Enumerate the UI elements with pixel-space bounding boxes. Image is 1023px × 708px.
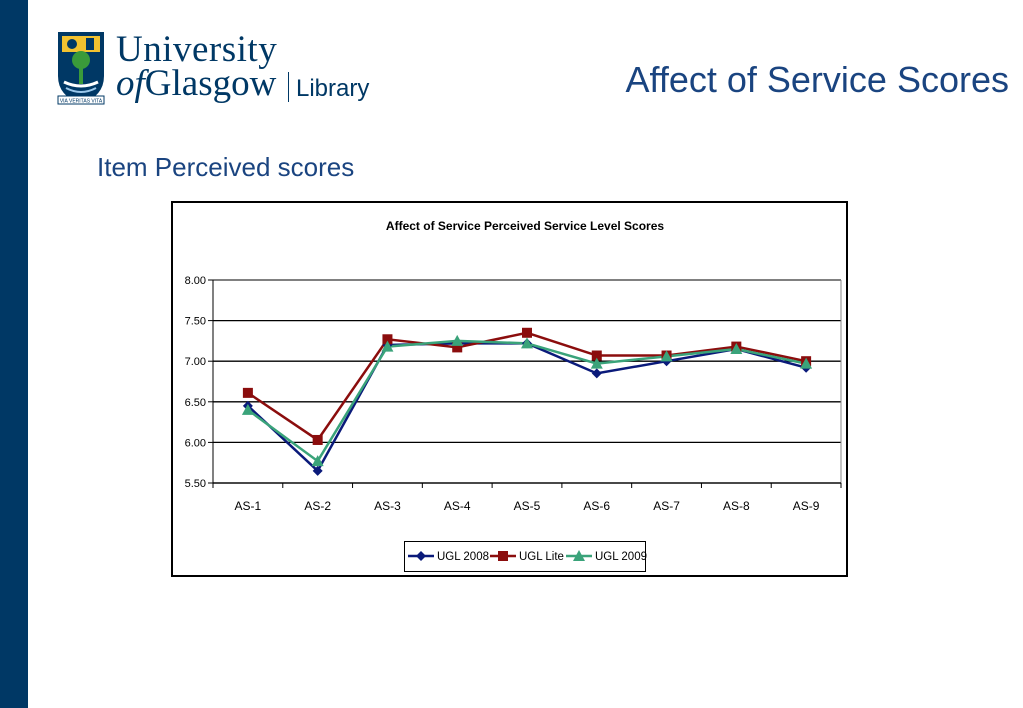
- legend-label: UGL Lite: [519, 551, 564, 563]
- data-point: [591, 350, 602, 361]
- logo-motto: VIA VERITAS VITA: [60, 99, 103, 105]
- data-point: [382, 334, 393, 345]
- data-point: [241, 403, 254, 415]
- x-tick-label: AS-2: [304, 499, 331, 513]
- legend-marker: [498, 551, 508, 561]
- legend-marker: [416, 551, 426, 561]
- logo-glasgow-text: ofGlasgow: [116, 64, 276, 104]
- data-point: [452, 342, 463, 353]
- data-point: [591, 368, 602, 379]
- y-tick-label: 8.00: [185, 275, 206, 287]
- page-subtitle: Item Perceived scores: [97, 152, 355, 182]
- data-point: [381, 340, 394, 352]
- data-point: [800, 357, 813, 369]
- chart-title: Affect of Service Perceived Service Leve…: [386, 219, 664, 233]
- chart-legend: [404, 541, 646, 572]
- logo-university-text: University: [116, 29, 278, 70]
- logo-glasgow-word: Glasgow: [144, 63, 277, 104]
- x-tick-label: AS-9: [793, 499, 820, 513]
- y-tick-label: 6.50: [185, 397, 206, 409]
- data-point: [521, 337, 533, 349]
- data-point: [242, 387, 253, 398]
- sidebar-bar: [0, 0, 28, 708]
- data-point: [522, 327, 532, 338]
- data-point: [312, 434, 323, 445]
- chart-frame: [171, 201, 848, 577]
- crest-icon: VIA VERITAS VITA: [57, 32, 105, 105]
- data-point: [660, 350, 673, 362]
- logo-library-text: Library: [296, 75, 370, 102]
- page-title: Affect of Service Scores: [625, 59, 1009, 100]
- university-logo: VIA VERITAS VITA University ofGlasgow Li…: [56, 30, 396, 110]
- legend-label: UGL 2008: [437, 551, 489, 563]
- data-point: [312, 465, 323, 476]
- data-point: [311, 455, 324, 467]
- logo-divider: [288, 72, 289, 102]
- y-tick-label: 7.50: [185, 316, 206, 328]
- legend-label: UGL 2009: [595, 551, 647, 563]
- x-tick-label: AS-3: [374, 499, 401, 513]
- y-tick-label: 6.00: [185, 437, 206, 449]
- x-tick-label: AS-4: [444, 499, 471, 513]
- x-tick-label: AS-8: [723, 499, 750, 513]
- data-point: [590, 357, 603, 369]
- x-tick-label: AS-1: [235, 499, 262, 513]
- legend-marker: [573, 550, 585, 561]
- data-point: [451, 334, 464, 346]
- x-tick-label: AS-5: [514, 499, 541, 513]
- logo-of-text: of: [116, 63, 145, 104]
- x-tick-label: AS-7: [653, 499, 680, 513]
- y-tick-label: 5.50: [185, 478, 206, 490]
- y-tick-label: 7.00: [185, 356, 206, 368]
- x-tick-label: AS-6: [583, 499, 610, 513]
- data-point: [730, 343, 743, 355]
